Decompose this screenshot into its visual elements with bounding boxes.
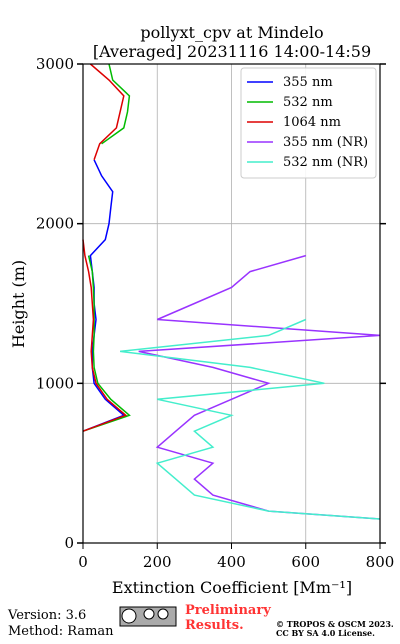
y-tick-label: 3000 — [36, 55, 74, 73]
legend-label: 532 nm — [283, 95, 333, 110]
x-tick-label: 0 — [78, 553, 88, 571]
legend-label: 355 nm — [283, 75, 333, 90]
y-tick-label: 0 — [64, 534, 74, 552]
profile-line — [139, 128, 380, 519]
profile-line — [82, 63, 128, 432]
method: Method: Raman — [8, 624, 114, 639]
y-tick-label: 2000 — [36, 215, 74, 233]
preliminary: Preliminary Results. — [185, 603, 271, 633]
y-axis-label: Height (m) — [9, 260, 28, 348]
legend-label: 355 nm (NR) — [283, 135, 368, 150]
license: CC BY SA 4.0 License. — [276, 628, 375, 638]
x-tick-label: 800 — [366, 553, 395, 571]
version: Version: 3.6 — [7, 608, 86, 623]
legend-label: 532 nm (NR) — [283, 155, 368, 170]
x-tick-label: 200 — [143, 553, 172, 571]
plot-frame — [82, 63, 381, 544]
profile-line — [82, 63, 131, 432]
legend: 355 nm 532 nm 1064 nm 355 nm (NR) 532 nm (NR… — [240, 67, 377, 179]
x-tick-label: 600 — [291, 553, 320, 571]
chart-title: pollyxt_cpv at Mindelo — [140, 23, 323, 42]
legend-label: 1064 nm — [283, 115, 341, 130]
x-tick-label: 400 — [217, 553, 246, 571]
legend-box — [240, 67, 377, 179]
cc-badge — [119, 606, 177, 627]
y-tick-label: 1000 — [36, 374, 74, 392]
copyright: © TROPOS & OSCM 2023. — [276, 619, 394, 629]
profile-line — [120, 318, 381, 520]
x-axis-label: Extinction Coefficient [Mm⁻¹] — [112, 578, 352, 597]
chart-subtitle: [Averaged] 20231116 14:00-14:59 — [93, 42, 371, 61]
